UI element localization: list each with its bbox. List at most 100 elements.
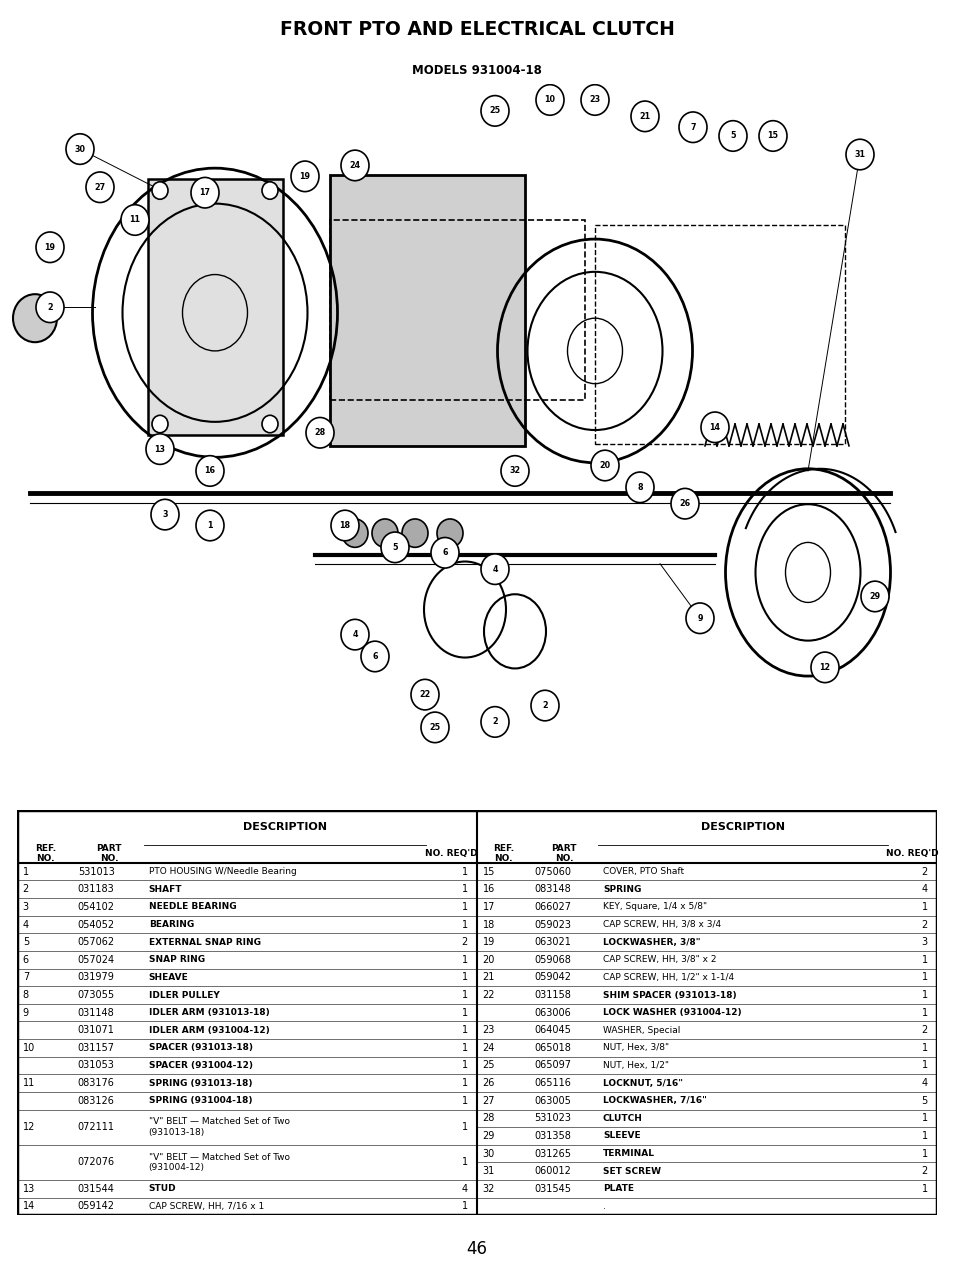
Circle shape: [306, 418, 334, 448]
Circle shape: [146, 433, 173, 464]
Text: LOCKWASHER, 3/8": LOCKWASHER, 3/8": [602, 937, 700, 946]
Text: 1: 1: [921, 954, 926, 964]
Text: 14: 14: [709, 423, 720, 432]
Text: 25: 25: [429, 723, 440, 732]
Text: 3: 3: [921, 937, 926, 946]
Text: PART
NO.: PART NO.: [96, 844, 122, 863]
Text: 24: 24: [482, 1043, 495, 1053]
Text: 1: 1: [461, 919, 467, 930]
Text: 531013: 531013: [78, 867, 114, 877]
Text: 5: 5: [23, 937, 29, 946]
Circle shape: [531, 691, 558, 721]
Text: 1: 1: [461, 954, 467, 964]
Circle shape: [630, 102, 659, 131]
Text: 21: 21: [639, 112, 650, 121]
Text: 14: 14: [23, 1201, 35, 1211]
Text: 065116: 065116: [534, 1078, 570, 1088]
Text: 4: 4: [921, 1078, 926, 1088]
Text: CAP SCREW, HH, 7/16 x 1: CAP SCREW, HH, 7/16 x 1: [149, 1202, 264, 1211]
Text: 5: 5: [392, 543, 397, 552]
Text: NO. REQ'D: NO. REQ'D: [885, 849, 938, 858]
Text: TERMINAL: TERMINAL: [602, 1150, 655, 1159]
Text: 031544: 031544: [78, 1184, 114, 1193]
Text: 1: 1: [921, 1148, 926, 1159]
Circle shape: [152, 415, 168, 433]
Text: "V" BELT — Matched Set of Two
(931004-12): "V" BELT — Matched Set of Two (931004-12…: [149, 1152, 290, 1172]
Circle shape: [670, 489, 699, 520]
Circle shape: [151, 499, 179, 530]
Text: 32: 32: [509, 467, 520, 476]
Circle shape: [195, 511, 224, 541]
Text: CAP SCREW, HH, 1/2" x 1-1/4: CAP SCREW, HH, 1/2" x 1-1/4: [602, 974, 734, 983]
Text: CAP SCREW, HH, 3/8 x 3/4: CAP SCREW, HH, 3/8 x 3/4: [602, 919, 720, 928]
Text: 2: 2: [541, 701, 547, 710]
Text: 24: 24: [349, 161, 360, 170]
Circle shape: [372, 520, 397, 548]
Circle shape: [536, 85, 563, 116]
Text: 1: 1: [461, 885, 467, 894]
Text: 3: 3: [23, 901, 29, 912]
Text: 054102: 054102: [78, 901, 114, 912]
Text: 1: 1: [461, 901, 467, 912]
Text: 20: 20: [598, 460, 610, 469]
Text: 46: 46: [466, 1240, 487, 1258]
Text: NEEDLE BEARING: NEEDLE BEARING: [149, 903, 236, 912]
Circle shape: [341, 520, 368, 548]
Text: SHEAVE: SHEAVE: [149, 974, 189, 983]
Circle shape: [401, 520, 428, 548]
Text: 1: 1: [921, 1008, 926, 1017]
Text: DESCRIPTION: DESCRIPTION: [243, 822, 327, 832]
Text: 22: 22: [419, 691, 430, 700]
Text: 059068: 059068: [534, 954, 570, 964]
Text: SPRING (931004-18): SPRING (931004-18): [149, 1096, 252, 1105]
Text: STUD: STUD: [149, 1184, 176, 1193]
Text: 059023: 059023: [534, 919, 571, 930]
Text: 20: 20: [482, 954, 495, 964]
Text: 083148: 083148: [534, 885, 570, 894]
Text: NUT, Hex, 3/8": NUT, Hex, 3/8": [602, 1043, 668, 1052]
Text: 1: 1: [461, 1123, 467, 1132]
Text: 2: 2: [492, 718, 497, 727]
Circle shape: [152, 181, 168, 199]
Text: 25: 25: [489, 107, 500, 116]
Text: "V" BELT — Matched Set of Two
(931013-18): "V" BELT — Matched Set of Two (931013-18…: [149, 1118, 290, 1137]
Text: 060012: 060012: [534, 1166, 570, 1177]
Text: 4: 4: [461, 1184, 467, 1193]
Text: 22: 22: [482, 990, 495, 1001]
Circle shape: [590, 450, 618, 481]
Text: 31: 31: [854, 150, 864, 159]
Text: 057024: 057024: [78, 954, 115, 964]
Text: 30: 30: [482, 1148, 495, 1159]
Text: 13: 13: [154, 445, 165, 454]
Text: 1: 1: [461, 1008, 467, 1017]
Circle shape: [262, 181, 277, 199]
Text: 1: 1: [461, 867, 467, 877]
Text: 054052: 054052: [78, 919, 115, 930]
Circle shape: [480, 706, 509, 737]
Text: 3: 3: [162, 511, 168, 520]
Text: 1: 1: [461, 990, 467, 1001]
Text: 1: 1: [921, 1114, 926, 1124]
Text: 031158: 031158: [534, 990, 570, 1001]
Circle shape: [262, 415, 277, 433]
Text: 7: 7: [23, 972, 29, 983]
Text: 23: 23: [589, 95, 600, 104]
Text: 6: 6: [23, 954, 29, 964]
Text: 29: 29: [482, 1130, 495, 1141]
Text: 1: 1: [461, 972, 467, 983]
Circle shape: [759, 121, 786, 152]
Text: 2: 2: [921, 919, 926, 930]
Text: 6: 6: [372, 652, 377, 661]
Text: 1: 1: [921, 1043, 926, 1053]
Text: 2: 2: [47, 302, 52, 311]
Text: IDLER ARM (931013-18): IDLER ARM (931013-18): [149, 1008, 269, 1017]
Text: 075060: 075060: [534, 867, 571, 877]
Text: SHAFT: SHAFT: [149, 885, 182, 894]
Circle shape: [13, 294, 57, 342]
Text: 4: 4: [921, 885, 926, 894]
Text: 1: 1: [921, 901, 926, 912]
Text: 1: 1: [461, 1025, 467, 1035]
Text: SET SCREW: SET SCREW: [602, 1166, 660, 1175]
Text: 031265: 031265: [534, 1148, 571, 1159]
Circle shape: [195, 455, 224, 486]
